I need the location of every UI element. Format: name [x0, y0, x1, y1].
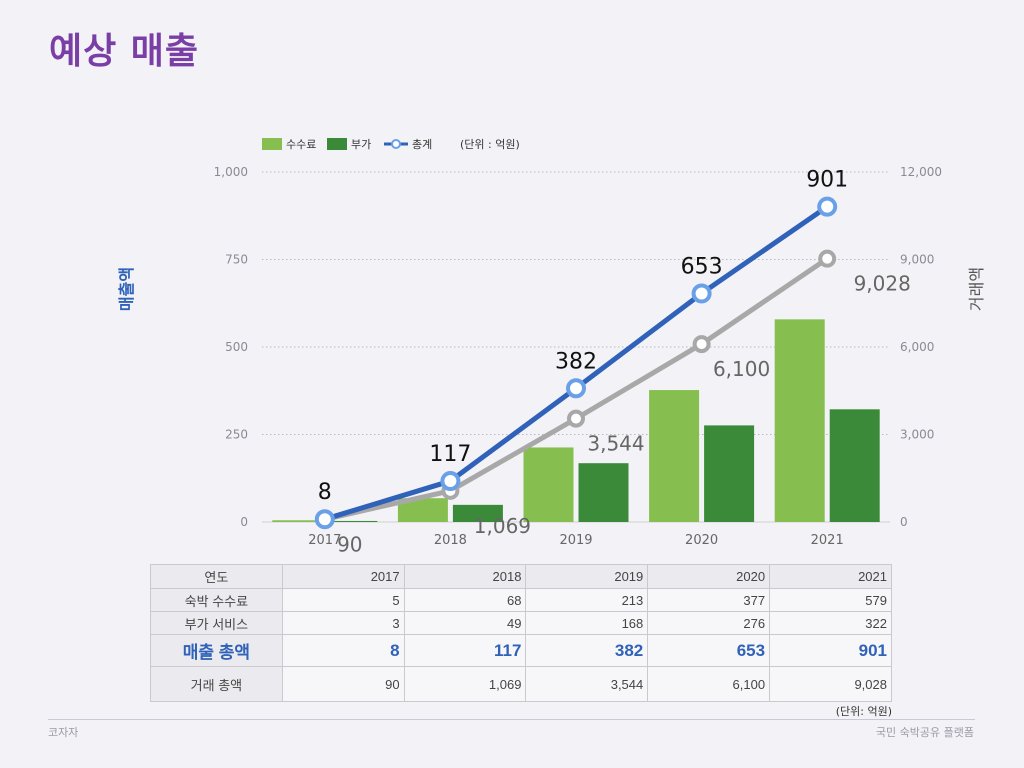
table-header-label: 연도 — [150, 564, 283, 589]
table-unit-note: (단위: 억원) — [835, 705, 892, 718]
table-cell: 49 — [403, 611, 527, 635]
y2-tick-label: 9,000 — [900, 253, 934, 267]
total-data-label: 8 — [318, 480, 332, 505]
table-header-row: 연도 2017 2018 2019 2020 2021 — [150, 564, 892, 589]
transaction-data-label: 1,069 — [474, 514, 531, 538]
transaction-point — [818, 249, 837, 268]
table-cell: 213 — [525, 588, 649, 612]
table-row-total-revenue: 매출 총액 8 117 382 653 901 — [150, 634, 892, 667]
legend-label-addon: 부가 — [351, 138, 371, 151]
table-year: 2017 — [281, 564, 405, 589]
table-cell: 168 — [525, 611, 649, 635]
table-cell: 6,100 — [647, 666, 771, 702]
bar-commission — [649, 390, 700, 522]
y2-tick-label: 6,000 — [900, 340, 934, 354]
table-row-commission: 숙박 수수료 5 68 213 377 579 — [150, 588, 892, 612]
bar-commission — [774, 319, 825, 522]
y2-axis-title: 거래액 — [967, 267, 986, 311]
total-data-label: 117 — [429, 442, 471, 467]
labels: 0 0 250 3,000 500 6,000 750 9,000 1,000 12,000 매출액… — [117, 165, 986, 556]
table-cell: 117 — [403, 634, 527, 667]
total-point — [440, 471, 461, 492]
table-cell: 5 — [281, 588, 405, 612]
table-cell: 8 — [281, 634, 405, 667]
bar-addon — [327, 520, 378, 522]
row-label: 숙박 수수료 — [150, 588, 283, 612]
transaction-data-label: 3,544 — [587, 432, 644, 456]
table-cell: 90 — [281, 666, 405, 702]
total-data-label: 901 — [806, 168, 848, 193]
bar-addon — [829, 409, 880, 522]
footer-company: 코자자 — [48, 726, 79, 739]
revenue-table: 연도 2017 2018 2019 2020 2021 숙박 수수료 5 68 … — [150, 564, 892, 702]
y-tick-label: 0 — [240, 515, 248, 529]
bar-addon — [578, 463, 629, 522]
y-axis-title: 매출액 — [117, 267, 136, 311]
table-row-addon: 부가 서비스 3 49 168 276 322 — [150, 611, 892, 635]
table-cell: 901 — [769, 634, 892, 667]
table-cell: 276 — [647, 611, 771, 635]
legend-swatch-addon — [327, 138, 347, 150]
table-cell: 377 — [647, 588, 771, 612]
y-tick-label: 250 — [225, 428, 248, 442]
bar-commission — [523, 447, 574, 522]
bar-addon — [452, 504, 503, 522]
forecast-revenue-chart: 0 0 250 3,000 500 6,000 750 9,000 1,000 12,000 매출액… — [117, 138, 986, 556]
y-tick-label: 750 — [225, 253, 248, 267]
table-cell: 68 — [403, 588, 527, 612]
table-year: 2021 — [769, 564, 892, 589]
row-label: 거래 총액 — [150, 666, 283, 702]
total-data-label: 653 — [681, 254, 723, 279]
total-point — [314, 509, 335, 530]
legend-label-commission: 수수료 — [286, 138, 316, 151]
table-cell: 322 — [769, 611, 892, 635]
table-cell: 3 — [281, 611, 405, 635]
x-tick-label: 2019 — [559, 533, 592, 548]
table-cell: 1,069 — [403, 666, 527, 702]
x-tick-label: 2017 — [308, 533, 341, 548]
transaction-data-label: 9,028 — [854, 272, 911, 296]
legend-unit-label: (단위 : 억원) — [460, 138, 520, 151]
table-year: 2019 — [525, 564, 649, 589]
legend-marker-total — [391, 139, 401, 149]
total-point — [566, 378, 586, 399]
total-data-label: 382 — [555, 349, 597, 374]
page-title: 예상 매출 — [49, 31, 200, 72]
x-tick-label: 2021 — [811, 533, 844, 548]
bar-commission — [272, 520, 323, 522]
transaction-data-label: 90 — [337, 532, 362, 556]
table-cell: 653 — [647, 634, 771, 667]
footer-divider — [48, 719, 975, 720]
y-tick-label: 500 — [225, 340, 248, 354]
table-year: 2020 — [647, 564, 771, 589]
y2-tick-label: 12,000 — [900, 165, 942, 179]
total-point — [691, 283, 712, 304]
bar-addon — [704, 425, 755, 522]
x-tick-label: 2020 — [685, 533, 718, 548]
bar-commission — [397, 498, 448, 522]
x-tick-label: 2018 — [434, 533, 467, 548]
y-tick-label: 1,000 — [214, 165, 248, 179]
row-label: 부가 서비스 — [150, 611, 283, 635]
y2-tick-label: 3,000 — [900, 428, 934, 442]
legend: 수수료 부가 총계 (단위 : 억원) — [262, 138, 520, 151]
footer-tagline: 국민 숙박공유 플랫폼 — [875, 726, 974, 739]
table-cell: 3,544 — [525, 666, 649, 702]
transaction-point — [692, 335, 711, 354]
transaction-point — [567, 409, 585, 428]
bars — [272, 319, 880, 522]
transaction-data-label: 6,100 — [713, 357, 770, 381]
row-label: 매출 총액 — [150, 634, 283, 667]
y2-tick-label: 0 — [900, 515, 908, 529]
table-year: 2018 — [403, 564, 527, 589]
table-cell: 382 — [525, 634, 649, 667]
table-cell: 579 — [769, 588, 892, 612]
total-point — [817, 196, 838, 217]
legend-swatch-commission — [262, 138, 282, 150]
lines — [314, 196, 838, 530]
legend-label-total: 총계 — [412, 138, 432, 151]
table-row-total-transactions: 거래 총액 90 1,069 3,544 6,100 9,028 — [150, 666, 892, 702]
table-cell: 9,028 — [769, 666, 892, 702]
